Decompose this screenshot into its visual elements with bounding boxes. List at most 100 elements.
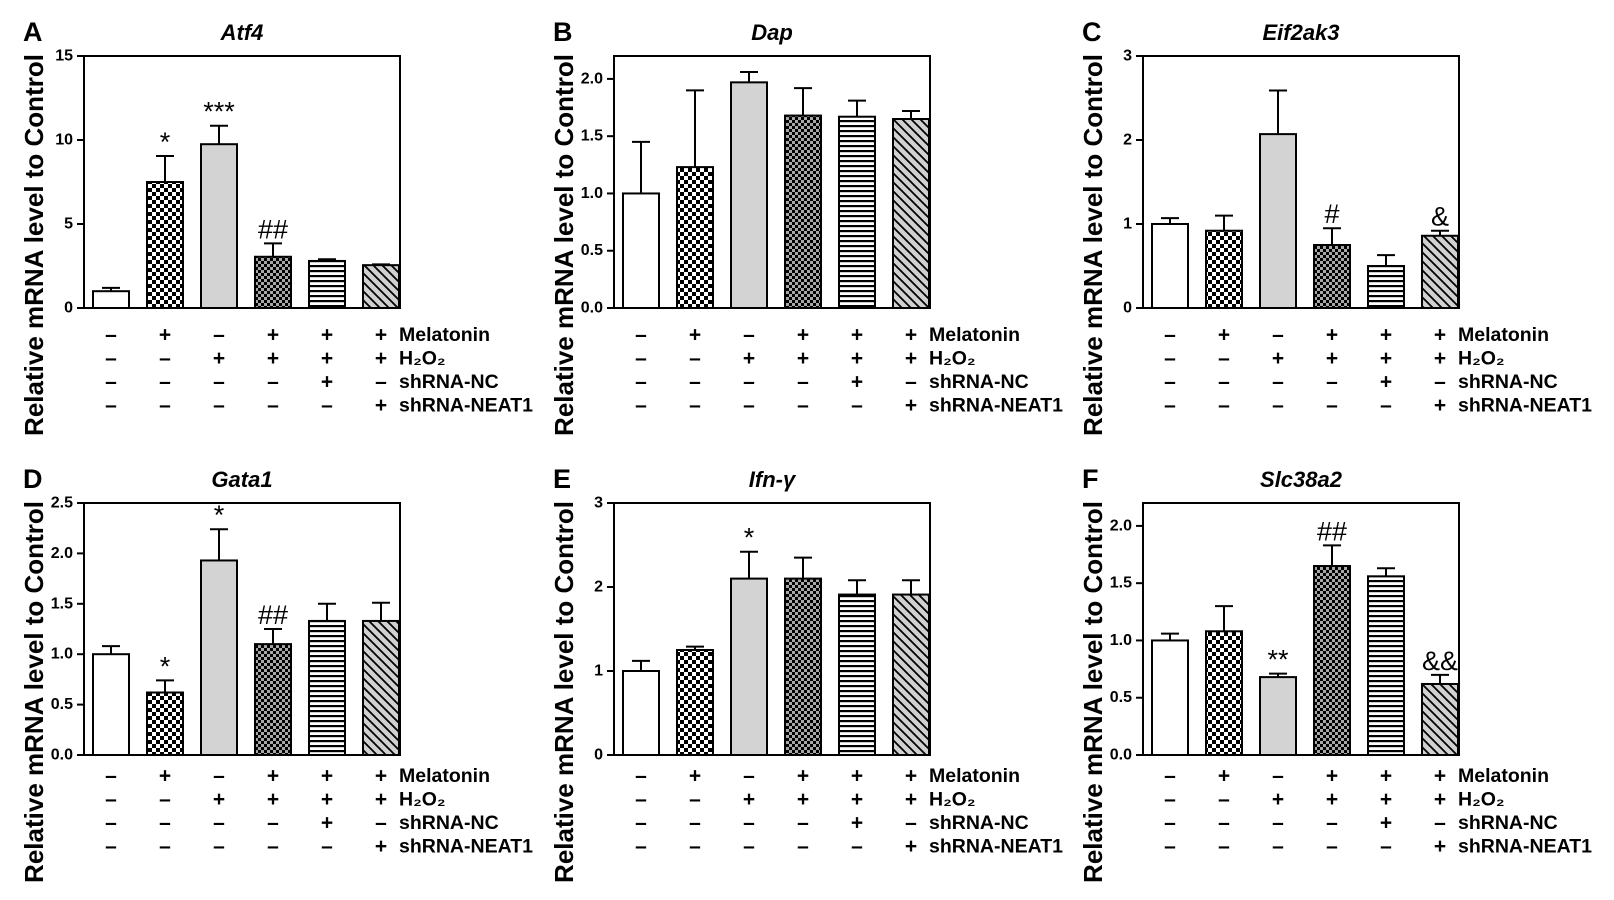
panel-e-treatment-sign: + bbox=[797, 765, 809, 788]
panel-f: F Slc38a2 Relative mRNA level to Control 0.… bbox=[1078, 464, 1592, 883]
panel-c: C Eif2ak3 Relative mRNA level to Control 0 1… bbox=[1078, 17, 1592, 436]
panel-f-treatment-sign: – bbox=[1218, 835, 1230, 858]
panel-e-treatment-sign: – bbox=[635, 812, 647, 835]
panel-d-significance-mark: * bbox=[214, 500, 225, 530]
panel-b-treatment-sign: + bbox=[905, 347, 917, 370]
panel-a-treatment-sign: – bbox=[105, 394, 117, 417]
panel-f-treatment-sign: – bbox=[1218, 788, 1230, 811]
panel-b-treatment-sign: – bbox=[797, 394, 809, 417]
panel-b-error-bar-2 bbox=[686, 89, 704, 168]
panel-c-treatment-sign: + bbox=[1434, 347, 1446, 370]
panel-c-treatment-label: H₂O₂ bbox=[1458, 348, 1505, 370]
panel-c-treatment-sign: – bbox=[1218, 371, 1230, 394]
panel-b-ytick-label: 1.0 bbox=[581, 185, 603, 202]
panel-c-letter: C bbox=[1082, 17, 1102, 47]
panel-d-ytick-label: 0.0 bbox=[51, 747, 73, 764]
panel-b-error-bar-1 bbox=[632, 140, 650, 194]
panel-b-ytick-label: 1.5 bbox=[581, 128, 603, 145]
panel-e-treatment-sign: – bbox=[635, 765, 647, 788]
panel-e-treatment-sign: – bbox=[635, 788, 647, 811]
panel-b-treatment-sign: – bbox=[635, 394, 647, 417]
panel-d-treatment-sign: + bbox=[321, 812, 333, 835]
panel-e-bar-4 bbox=[784, 577, 822, 756]
panel-a-treatment-sign: – bbox=[159, 371, 171, 394]
panel-a-treatment-sign: + bbox=[375, 347, 387, 370]
panel-a-treatment-label: Melatonin bbox=[399, 324, 490, 346]
panel-e-error-bar-2 bbox=[686, 645, 704, 650]
panel-b-treatment-sign: + bbox=[851, 324, 863, 347]
panel-c-ytick-label: 1 bbox=[1123, 216, 1132, 233]
panel-c-treatment-sign: – bbox=[1326, 394, 1338, 417]
panel-d-error-bar-5 bbox=[318, 602, 336, 621]
panel-f-treatment-sign: + bbox=[1326, 765, 1338, 788]
panel-e-treatment-label: Melatonin bbox=[929, 765, 1020, 787]
panel-f-treatment-label: H₂O₂ bbox=[1458, 789, 1505, 811]
panel-e-treatment-label: H₂O₂ bbox=[929, 789, 976, 811]
panel-f-y-axis-label: Relative mRNA level to Control bbox=[1078, 501, 1108, 883]
panel-f-treatment-sign: – bbox=[1164, 812, 1176, 835]
panel-b-treatment-sign: – bbox=[743, 324, 755, 347]
panel-b-treatment-sign: – bbox=[743, 394, 755, 417]
panel-d-plot-frame bbox=[83, 502, 401, 756]
panel-c-treatment-label: shRNA-NC bbox=[1458, 371, 1558, 393]
panel-b-ytick-label: 0.0 bbox=[581, 300, 603, 317]
panel-f-treatment-sign: – bbox=[1164, 765, 1176, 788]
panel-a-treatment-sign: – bbox=[105, 324, 117, 347]
panel-d-bar-3 bbox=[200, 559, 238, 756]
panel-d-treatment-sign: – bbox=[267, 812, 279, 835]
panel-d-treatment-sign: + bbox=[267, 765, 279, 788]
panel-c-bar-6 bbox=[1421, 234, 1459, 309]
panel-b-bar-6 bbox=[892, 118, 930, 309]
panel-b-treatment-sign: + bbox=[797, 324, 809, 347]
panel-a-treatment-label: H₂O₂ bbox=[399, 348, 446, 370]
panel-d-treatment-sign: + bbox=[321, 765, 333, 788]
panel-c-y-axis-label: Relative mRNA level to Control bbox=[1078, 54, 1108, 436]
panel-f-treatment-sign: + bbox=[1380, 788, 1392, 811]
panel-a-plot-frame bbox=[83, 55, 401, 309]
panel-b-ytick-label: 0.5 bbox=[581, 242, 603, 259]
panel-a-treatment-sign: – bbox=[321, 394, 333, 417]
panel-b-treatment-sign: – bbox=[743, 371, 755, 394]
panel-a-treatment-sign: – bbox=[159, 347, 171, 370]
panel-d-ytick-label: 2.5 bbox=[51, 495, 73, 512]
panel-a-error-bar-3 bbox=[210, 124, 228, 145]
panel-b: B Dap Relative mRNA level to Control 0.0 0.5… bbox=[549, 17, 1063, 436]
panel-a-treatment-sign: + bbox=[267, 347, 279, 370]
panel-e-error-bar-6 bbox=[902, 579, 920, 595]
panel-b-error-bar-5 bbox=[848, 99, 866, 117]
panel-b-error-bar-3 bbox=[740, 71, 758, 83]
panel-c-treatment-sign: + bbox=[1326, 347, 1338, 370]
panel-c-treatment-sign: – bbox=[1218, 394, 1230, 417]
panel-e-treatment-sign: – bbox=[851, 835, 863, 858]
panel-e-treatment-sign: – bbox=[689, 788, 701, 811]
panel-a-ytick-label: 10 bbox=[55, 132, 73, 149]
panel-c-treatment-sign: + bbox=[1380, 371, 1392, 394]
panel-e-treatment-label: shRNA-NC bbox=[929, 812, 1029, 834]
panel-c-bar-3 bbox=[1259, 133, 1297, 309]
panel-b-error-bar-4 bbox=[794, 87, 812, 116]
panel-d-treatment-sign: – bbox=[105, 812, 117, 835]
panel-f-bar-4 bbox=[1313, 565, 1351, 756]
panel-c-treatment-sign: – bbox=[1380, 394, 1392, 417]
panel-d-treatment-sign: – bbox=[159, 835, 171, 858]
panel-d-treatment-sign: – bbox=[321, 835, 333, 858]
panel-c-title: Eif2ak3 bbox=[1262, 20, 1339, 45]
panel-b-treatment-sign: – bbox=[635, 324, 647, 347]
panel-a-error-bar-2 bbox=[156, 154, 174, 182]
panel-b-bar-4 bbox=[784, 114, 822, 310]
panel-e-title: Ifn-γ bbox=[749, 467, 797, 492]
panel-f-treatment-sign: + bbox=[1272, 788, 1284, 811]
panel-b-bar-3 bbox=[730, 81, 768, 309]
panel-f-error-bar-4 bbox=[1323, 544, 1341, 566]
panel-b-title: Dap bbox=[751, 20, 793, 45]
panel-e-ytick-label: 1 bbox=[594, 663, 603, 680]
panel-c-treatment-sign: – bbox=[1164, 371, 1176, 394]
panel-a-treatment-sign: + bbox=[267, 324, 279, 347]
panel-d-treatment-sign: + bbox=[375, 765, 387, 788]
panel-c-treatment-label: shRNA-NEAT1 bbox=[1458, 395, 1592, 417]
panel-c-plot-frame bbox=[1142, 55, 1460, 309]
panel-f-bar-5 bbox=[1367, 575, 1405, 756]
panel-e-bar-2 bbox=[676, 649, 714, 756]
panel-c-treatment-sign: + bbox=[1272, 347, 1284, 370]
